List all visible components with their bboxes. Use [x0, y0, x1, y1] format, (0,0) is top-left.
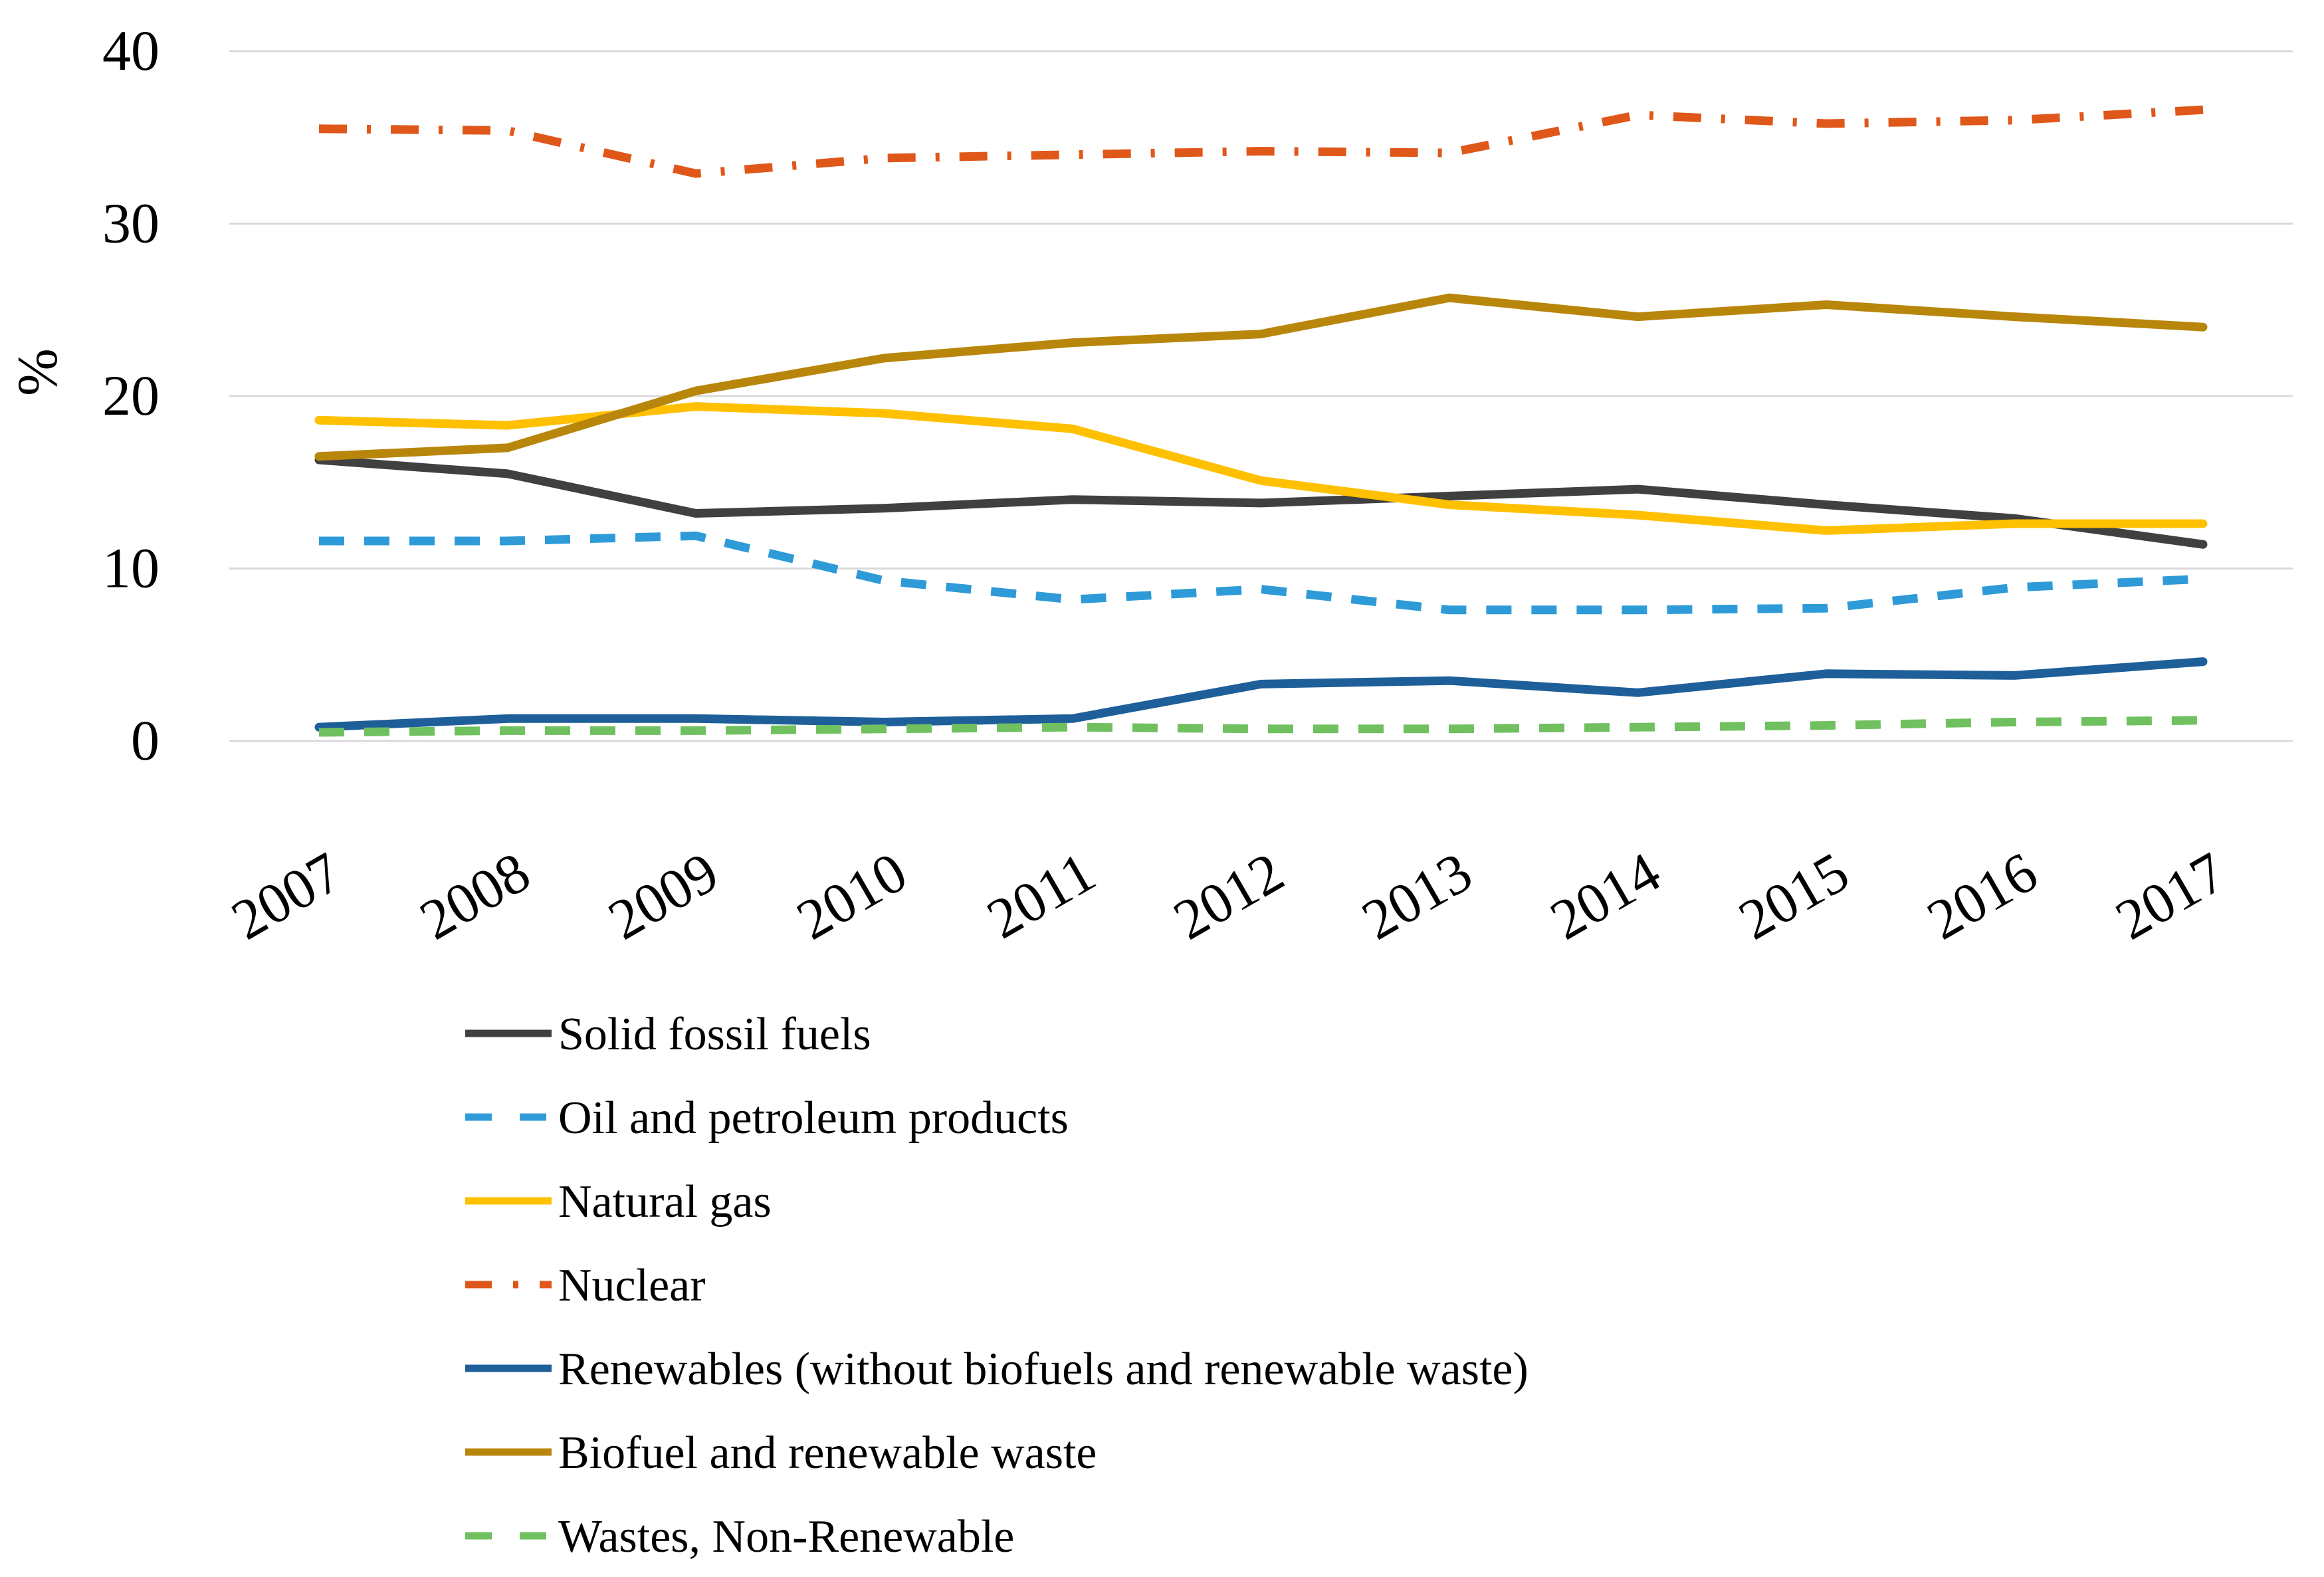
- y-axis-ticks: 0 10 20 30 40: [102, 19, 159, 772]
- x-tick-label: 2010: [786, 839, 917, 952]
- y-tick-label: 30: [102, 191, 159, 255]
- x-tick-label: 2017: [2105, 839, 2236, 952]
- y-tick-label: 40: [102, 19, 159, 82]
- y-axis-label: %: [5, 348, 69, 396]
- x-tick-label: 2014: [1540, 839, 1671, 952]
- x-tick-label: 2008: [409, 839, 540, 952]
- series-line-2: [319, 531, 2204, 615]
- series-line-6: [314, 293, 2208, 461]
- legend-label: Biofuel and renewable waste: [558, 1427, 1097, 1479]
- x-tick-label: 2009: [598, 839, 729, 952]
- x-tick-label: 2015: [1729, 839, 1859, 952]
- x-tick-label: 2012: [1163, 839, 1294, 952]
- y-tick-label: 0: [131, 708, 159, 772]
- legend-label: Nuclear: [558, 1260, 706, 1311]
- series-line-5: [314, 657, 2208, 732]
- y-tick-label: 10: [102, 536, 159, 600]
- legend-label: Renewables (without biofuels and renewab…: [558, 1344, 1529, 1395]
- legend-label: Natural gas: [558, 1176, 772, 1227]
- x-tick-label: 2011: [976, 839, 1105, 951]
- x-tick-label: 2013: [1352, 839, 1483, 952]
- y-tick-label: 20: [102, 364, 159, 427]
- series-lines: [314, 105, 2208, 737]
- x-tick-label: 2016: [1917, 839, 2048, 952]
- x-axis-ticks: 2007 2008 2009 2010 2011 2012 2013 2014 2015 2016…: [221, 839, 2236, 952]
- series-line-4: [318, 105, 2204, 178]
- legend-label: Wastes, Non-Renewable: [558, 1511, 1014, 1562]
- legend-label: Solid fossil fuels: [558, 1009, 871, 1060]
- series-line-1: [314, 455, 2208, 549]
- x-tick-label: 2007: [221, 839, 352, 952]
- gridlines: [229, 50, 2293, 742]
- legend: Solid fossil fuels Oil and petroleum prod…: [465, 1009, 1529, 1562]
- legend-label: Oil and petroleum products: [558, 1093, 1069, 1144]
